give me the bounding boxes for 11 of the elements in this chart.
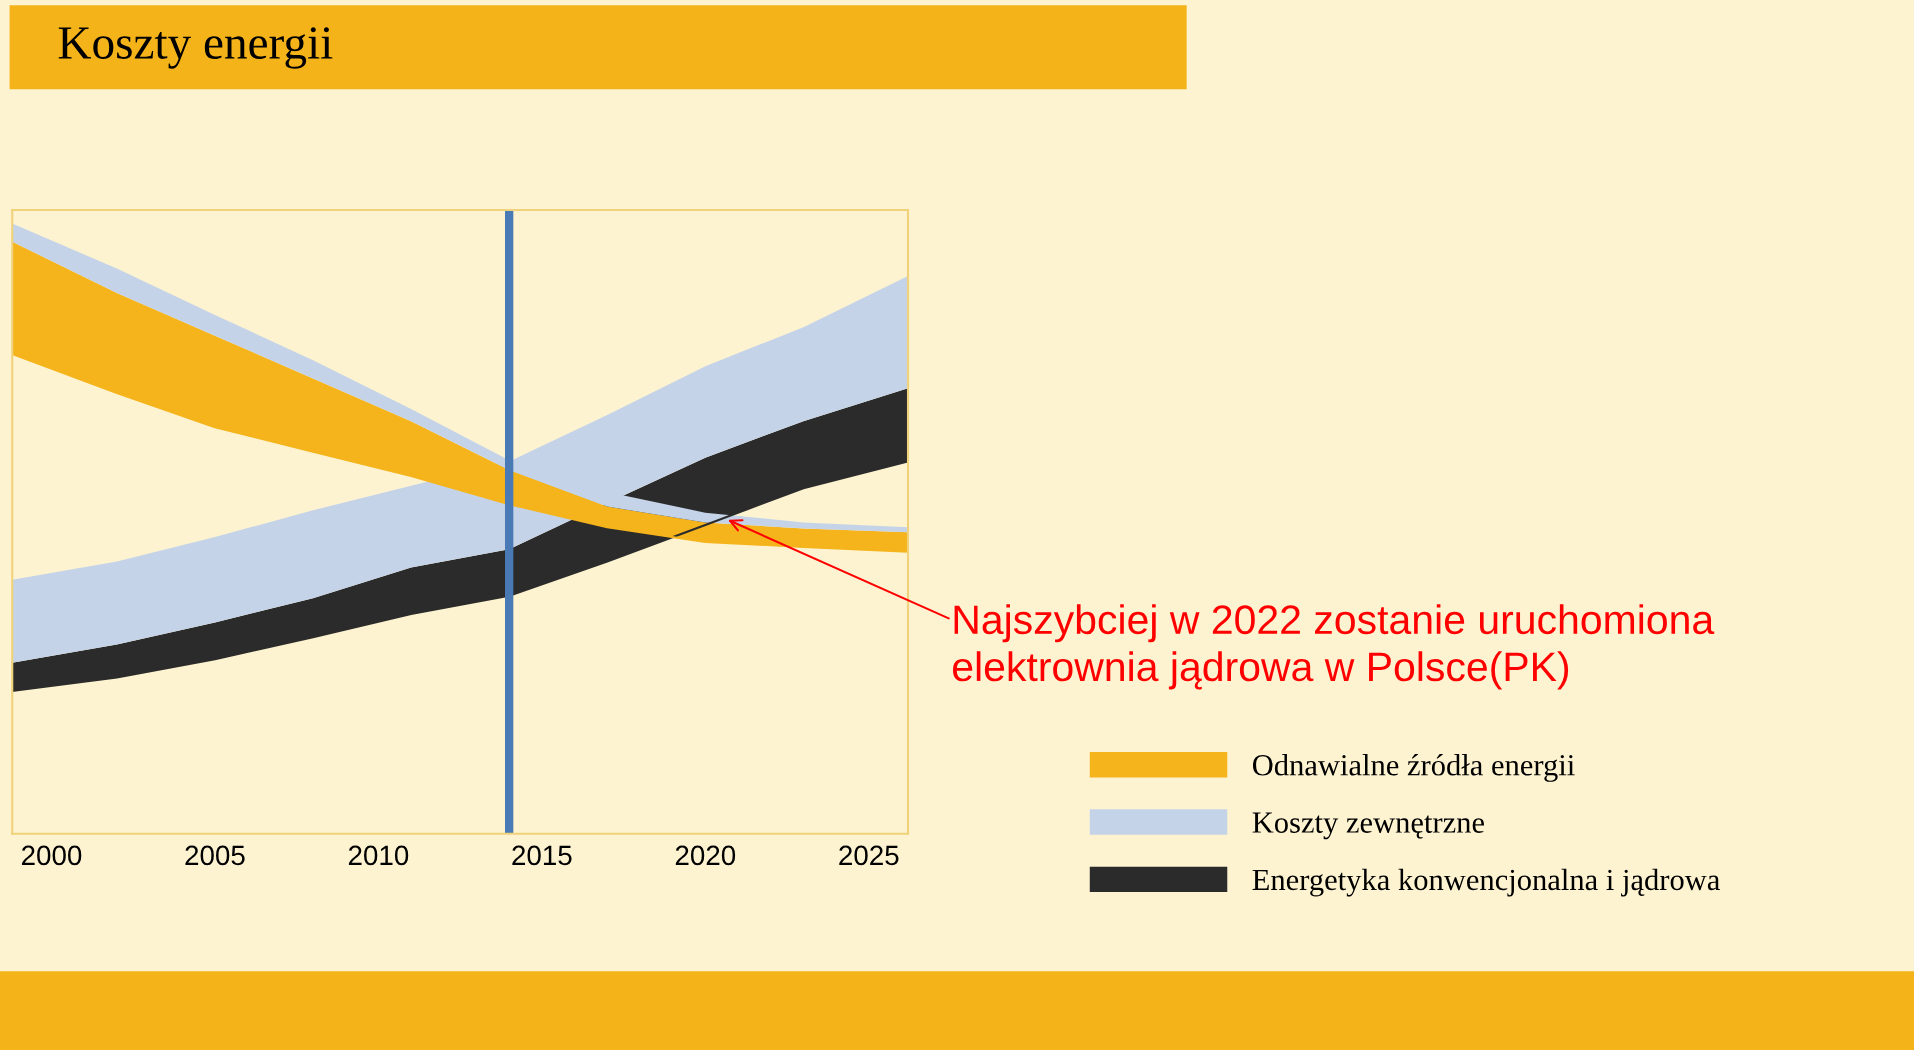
legend-label: Koszty zewnętrzne	[1252, 812, 1484, 840]
x-tick-label: 2020	[675, 845, 736, 866]
x-tick-label: 2010	[348, 845, 409, 866]
legend-label: Odnawialne źródła energii	[1252, 754, 1575, 782]
x-tick-label: 2025	[839, 845, 899, 866]
text: Najszybciej w 2022 zostanie uruchomiona elektrownia jądrowa w Polsce(PK)	[953, 604, 1715, 690]
chart-title: Koszty energii	[58, 27, 333, 69]
x-tick-label: 2015	[512, 845, 572, 866]
x-tick-label: 2000	[21, 845, 82, 866]
legend-label: Energetyka konwencjonalna i jądrowa	[1252, 868, 1720, 897]
x-tick-label: 2005	[185, 845, 245, 866]
